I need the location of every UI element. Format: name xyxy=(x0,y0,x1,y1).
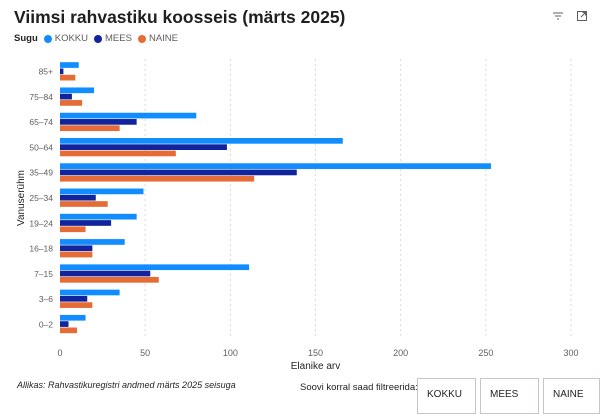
y-tick-label: 25–34 xyxy=(29,193,53,203)
bar-kokku xyxy=(60,138,343,144)
visual-header-icons xyxy=(552,9,588,21)
chart-legend: Sugu KOKKU MEES NAINE xyxy=(14,33,184,44)
y-axis-title: Vanuserühm xyxy=(16,170,27,226)
source-note: Allikas: Rahvastikuregistri andmed märts… xyxy=(17,380,236,390)
filter-button-mees[interactable]: MEES xyxy=(480,378,539,414)
y-tick-label: 50–64 xyxy=(29,142,53,152)
x-tick-label: 50 xyxy=(140,348,150,358)
y-tick-label: 85+ xyxy=(39,67,53,77)
bar-naine xyxy=(60,302,93,308)
legend-dot-mees xyxy=(94,34,103,43)
legend-label-kokku: KOKKU xyxy=(54,33,89,44)
legend-label-mees: MEES xyxy=(105,33,132,44)
bar-naine xyxy=(60,150,176,157)
focus-mode-icon[interactable] xyxy=(576,9,588,21)
legend-item-naine[interactable]: NAINE xyxy=(137,33,178,44)
y-tick-label: 65–74 xyxy=(29,117,53,127)
legend-title: Sugu xyxy=(14,33,38,44)
filter-button-kokku[interactable]: KOKKU xyxy=(417,378,476,414)
x-tick-label: 0 xyxy=(57,348,62,358)
x-tick-label: 100 xyxy=(223,348,238,358)
y-tick-label: 3–6 xyxy=(39,294,53,304)
bar-kokku xyxy=(60,239,125,245)
bar-kokku xyxy=(60,62,79,68)
bar-mees xyxy=(60,169,297,176)
bar-naine xyxy=(60,74,76,81)
y-tick-label: 19–24 xyxy=(29,218,53,228)
y-tick-label: 16–18 xyxy=(29,244,53,254)
bar-kokku xyxy=(60,163,491,169)
bar-mees xyxy=(60,68,64,75)
bar-naine xyxy=(60,251,93,258)
filter-icon[interactable] xyxy=(552,9,564,21)
legend-item-mees[interactable]: MEES xyxy=(94,33,132,44)
legend-label-naine: NAINE xyxy=(148,33,178,44)
y-tick-label: 0–2 xyxy=(39,319,53,329)
x-tick-label: 200 xyxy=(393,348,408,358)
bar-mees xyxy=(60,245,93,252)
filter-prompt: Soovi korral saad filtreerida: xyxy=(300,382,418,393)
bar-kokku xyxy=(60,213,137,220)
legend-item-kokku[interactable]: KOKKU xyxy=(43,33,89,44)
bar-mees xyxy=(60,270,151,277)
legend-dot-naine xyxy=(137,34,146,43)
x-tick-label: 150 xyxy=(308,348,323,358)
bar-naine xyxy=(60,175,255,182)
bar-kokku xyxy=(60,264,250,271)
bar-kokku xyxy=(60,112,197,119)
x-tick-label: 250 xyxy=(478,348,493,358)
x-tick-label: 300 xyxy=(563,348,578,358)
filter-button-naine[interactable]: NAINE xyxy=(543,378,600,414)
chart-title: Viimsi rahvastiku koosseis (märts 2025) xyxy=(14,7,346,27)
legend-dot-kokku xyxy=(43,34,52,43)
bar-kokku xyxy=(60,314,86,321)
bar-kokku xyxy=(60,87,95,94)
bar-mees xyxy=(60,321,69,327)
y-tick-label: 7–15 xyxy=(34,269,53,279)
x-axis-title: Elanike arv xyxy=(291,361,340,372)
bar-kokku xyxy=(60,289,120,296)
bar-chart: 0 50 100 150 200 250 300 Elanike arv Vanuserühm 8… xyxy=(16,59,579,372)
bar-naine xyxy=(60,125,120,132)
bar-naine xyxy=(60,201,108,207)
bar-mees xyxy=(60,93,72,100)
bar-mees xyxy=(60,220,112,226)
bar-mees xyxy=(60,194,96,201)
bar-naine xyxy=(60,100,83,106)
bar-naine xyxy=(60,226,86,233)
y-tick-label: 75–84 xyxy=(29,92,53,102)
bar-mees xyxy=(60,295,88,302)
y-tick-label: 35–49 xyxy=(29,168,53,178)
bar-mees xyxy=(60,119,137,125)
bar-naine xyxy=(60,327,78,334)
bar-mees xyxy=(60,144,227,151)
bar-naine xyxy=(60,276,159,283)
bar-kokku xyxy=(60,188,144,195)
